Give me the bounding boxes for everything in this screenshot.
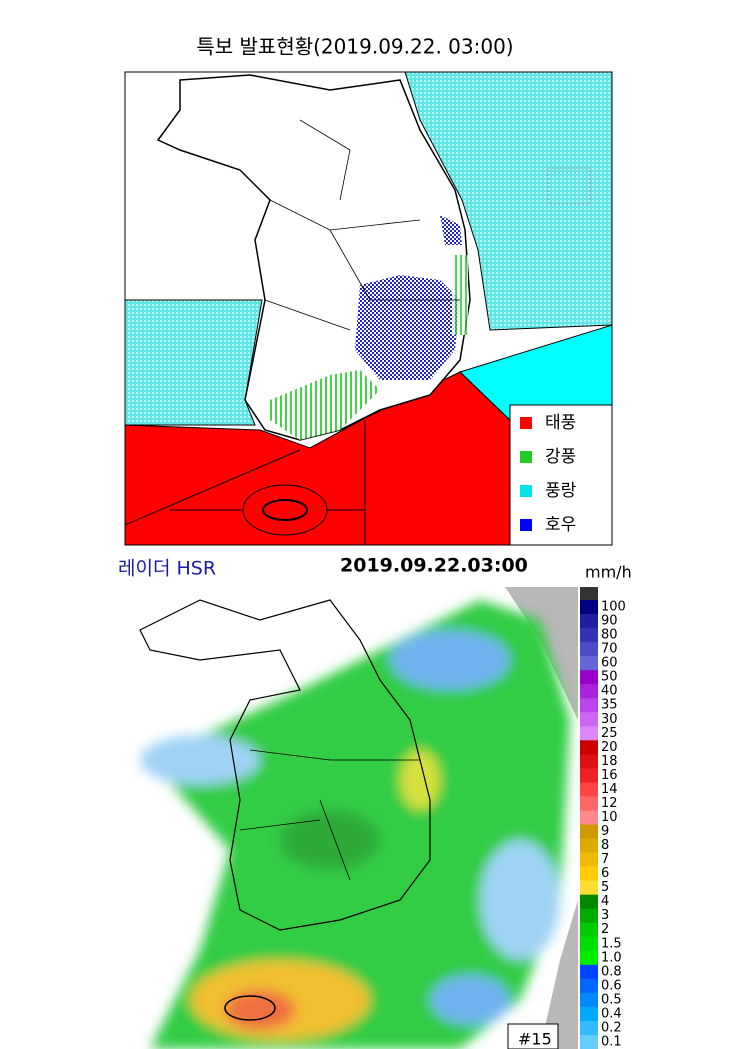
- scale-swatch: [580, 964, 598, 980]
- scale-label: 80: [601, 628, 618, 643]
- legend-swatch: [520, 417, 532, 429]
- scale-label: 5: [601, 880, 609, 895]
- scale-swatch: [580, 628, 598, 643]
- scale-swatch: [580, 712, 598, 727]
- scale-label: 0.6: [601, 978, 622, 993]
- radar-unit: mm/h: [585, 563, 632, 582]
- scale-swatch: [580, 796, 598, 811]
- scale-label: 4: [601, 894, 609, 909]
- scale-label: 0.2: [601, 1020, 622, 1035]
- scale-label: 30: [601, 712, 618, 727]
- radar-image: [108, 587, 578, 1049]
- scale-swatch: [580, 726, 598, 741]
- scale-swatch: [580, 1006, 598, 1022]
- scale-swatch: [580, 838, 598, 854]
- scale-swatch: [580, 824, 598, 840]
- scale-swatch: [580, 1020, 598, 1036]
- scale-label: 1.5: [601, 936, 622, 951]
- scale-swatch: [580, 600, 598, 615]
- radar-station: #15: [518, 1030, 552, 1049]
- legend-label: 호우: [545, 515, 576, 535]
- scale-swatch: [580, 684, 598, 699]
- scale-label: 2: [601, 922, 609, 937]
- scale-label: 6: [601, 866, 609, 881]
- scale-label: 0.8: [601, 964, 622, 979]
- color-scale: 1009080706050403530252018161412109876543…: [580, 587, 626, 1049]
- legend-label: 풍랑: [545, 481, 577, 501]
- radar-time: 2019.09.22.03:00: [340, 555, 528, 577]
- scale-swatch: [580, 922, 598, 938]
- scale-swatch: [580, 782, 598, 797]
- scale-label: 100: [601, 600, 626, 615]
- scale-swatch: [580, 670, 598, 685]
- scale-label: 1.0: [601, 950, 622, 965]
- legend-label: 태풍: [545, 413, 576, 433]
- scale-swatch: [580, 908, 598, 924]
- scale-swatch: [580, 754, 598, 769]
- scale-swatch: [580, 656, 598, 671]
- scale-swatch: [580, 880, 598, 896]
- scale-label: 35: [601, 698, 618, 713]
- scale-label: 0.4: [601, 1006, 622, 1021]
- scale-label: 7: [601, 852, 609, 867]
- scale-label: 16: [601, 768, 618, 783]
- legend-swatch: [520, 519, 532, 531]
- scale-swatch: [580, 614, 598, 629]
- scale-label: 8: [601, 838, 609, 853]
- scale-label: 70: [601, 642, 618, 657]
- scale-swatch: [580, 768, 598, 783]
- warning-title: 특보 발표현황(2019.09.22. 03:00): [196, 35, 513, 59]
- legend-swatch: [520, 485, 532, 497]
- scale-label: 0.5: [601, 992, 622, 1007]
- legend-label: 강풍: [545, 447, 576, 467]
- scale-label: 12: [601, 796, 618, 811]
- scale-swatch: [580, 810, 598, 825]
- scale-swatch: [580, 894, 598, 910]
- scale-label: 18: [601, 754, 618, 769]
- scale-swatch: [580, 866, 598, 882]
- scale-cap: [580, 587, 598, 600]
- scale-label: 0.1: [601, 1034, 622, 1049]
- scale-label: 90: [601, 614, 618, 629]
- scale-label: 10: [601, 810, 618, 825]
- scale-swatch: [580, 642, 598, 657]
- scale-swatch: [580, 950, 598, 966]
- scale-swatch: [580, 852, 598, 868]
- scale-label: 40: [601, 684, 618, 699]
- legend-swatch: [520, 451, 532, 463]
- scale-swatch: [580, 740, 598, 755]
- radar-title: 레이더 HSR: [118, 558, 216, 580]
- scale-swatch: [580, 936, 598, 952]
- scale-label: 14: [601, 782, 618, 797]
- scale-swatch: [580, 978, 598, 994]
- scale-label: 50: [601, 670, 618, 685]
- scale-swatch: [580, 992, 598, 1008]
- scale-label: 20: [601, 740, 618, 755]
- scale-label: 9: [601, 824, 609, 839]
- scale-swatch: [580, 1034, 598, 1049]
- scale-label: 60: [601, 656, 618, 671]
- scale-swatch: [580, 698, 598, 713]
- scale-label: 3: [601, 908, 609, 923]
- scale-label: 25: [601, 726, 618, 741]
